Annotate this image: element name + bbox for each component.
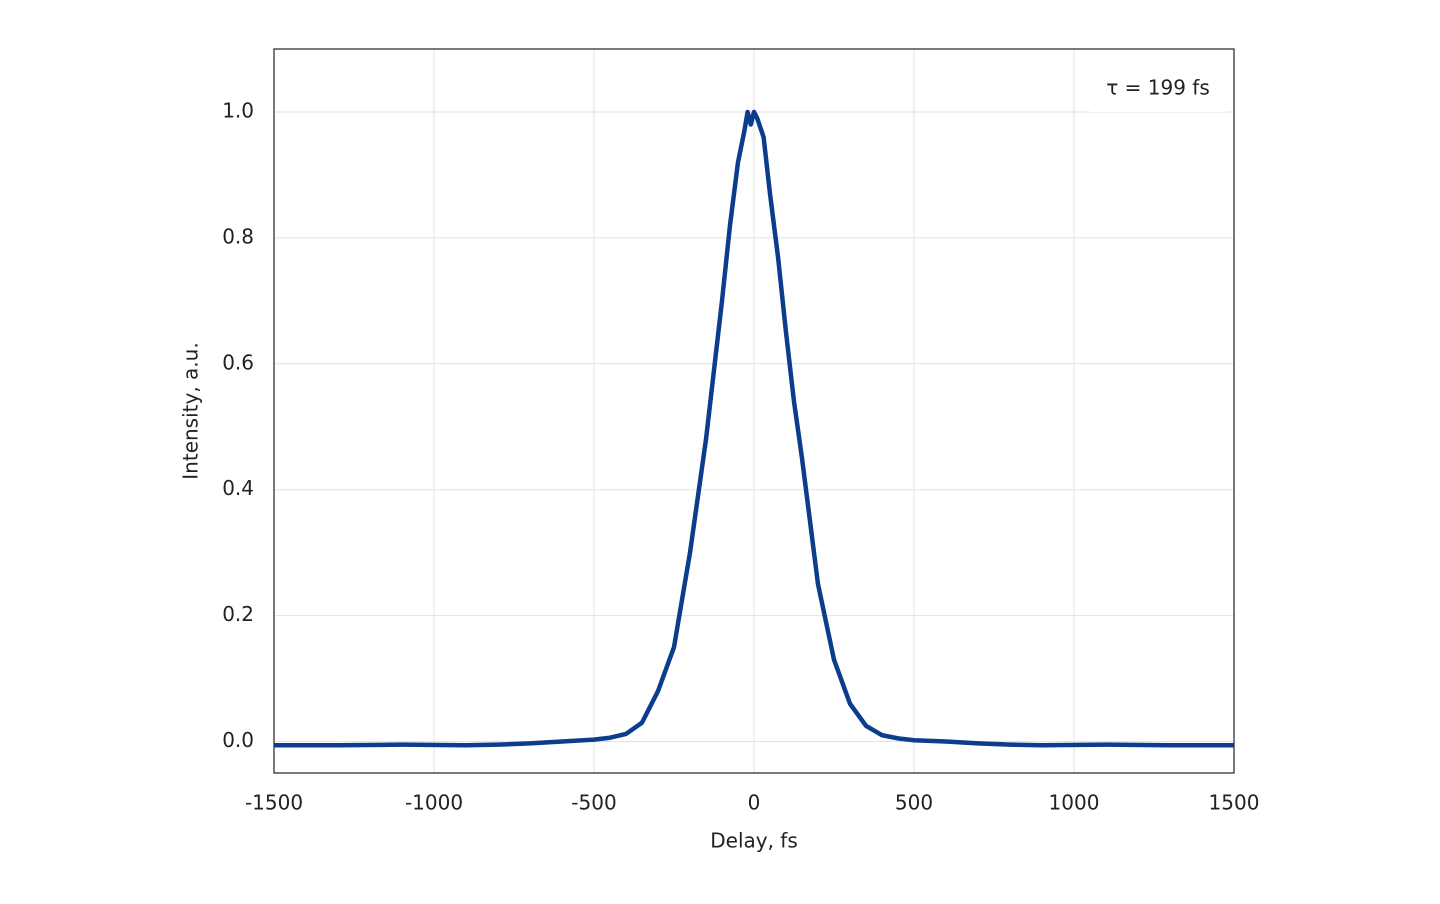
x-tick-label: -1000 [405, 791, 463, 815]
y-tick-label: 0.2 [222, 602, 254, 626]
x-tick-label: 1000 [1049, 791, 1100, 815]
y-tick-label: 0.0 [222, 728, 254, 752]
plot-frame [273, 48, 1235, 774]
x-axis-title: Delay, fs [710, 829, 798, 853]
x-tick-label: 500 [895, 791, 933, 815]
annotation-box [1090, 66, 1226, 112]
x-tick-label: -500 [571, 791, 616, 815]
annotation: τ = 199 fs [1106, 76, 1210, 100]
x-tick-label: 0 [748, 791, 761, 815]
y-tick-label: 1.0 [222, 98, 254, 122]
y-tick-label: 0.8 [222, 224, 254, 248]
data-line [274, 109, 1234, 748]
y-tick-label: 0.4 [222, 476, 254, 500]
x-tick-label: -1500 [245, 791, 303, 815]
x-tick-label: 1500 [1209, 791, 1260, 815]
y-axis-title: Intensity, a.u. [179, 342, 203, 479]
y-tick-label: 0.6 [222, 350, 254, 374]
